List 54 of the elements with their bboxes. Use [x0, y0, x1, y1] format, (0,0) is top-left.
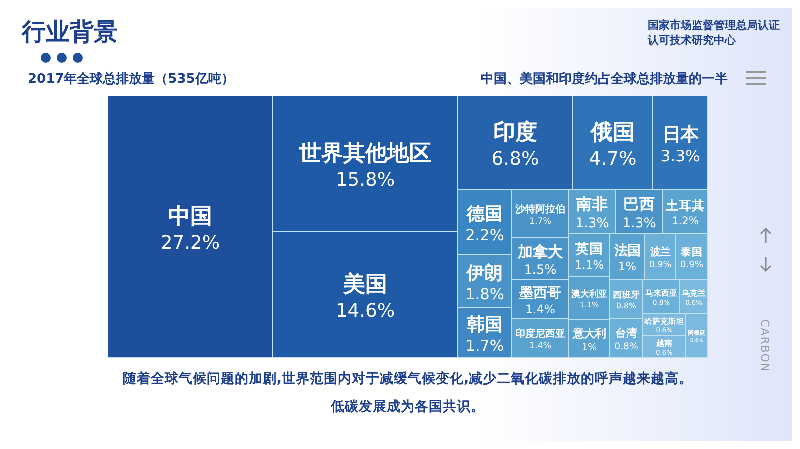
data-label: 1.7%	[466, 336, 504, 355]
text: 行业背景	[22, 17, 118, 48]
data-label: 1%	[582, 342, 598, 354]
category-label: 泰国	[680, 245, 703, 258]
text: 国家市场监督管理总局认证认可技术研究中心	[648, 18, 781, 48]
text: 2017年全球总排放量（535亿吨）	[28, 71, 234, 88]
category-label: 墨西哥	[518, 285, 562, 302]
category-label: 南非	[576, 194, 608, 214]
category-label: 日本	[662, 124, 700, 146]
data-label: 3.3%	[660, 147, 700, 166]
category-label: 台湾	[616, 326, 638, 340]
data-label: 1.4%	[525, 302, 556, 316]
data-label: 0.9%	[649, 260, 672, 270]
category-label: 波兰	[650, 246, 670, 258]
data-label: 1.1%	[574, 258, 604, 272]
category-label: 法国	[614, 244, 640, 259]
data-label: 27.2%	[160, 233, 220, 254]
category-label: 世界其他地区	[298, 142, 432, 167]
category-label: 土耳其	[665, 198, 705, 214]
data-label: 1.7%	[530, 217, 552, 228]
data-label: 14.6%	[336, 301, 396, 322]
text: 中国、美国和印度约占全球总排放量的一半	[480, 70, 728, 88]
data-label: 1%	[618, 259, 637, 274]
data-label: 1.4%	[530, 342, 552, 352]
category-label: 英国	[574, 241, 604, 258]
data-label: 15.8%	[336, 170, 396, 191]
category-label: 伊朗	[466, 262, 503, 284]
category-label: 德国	[466, 204, 503, 225]
data-label: 2.2%	[466, 226, 504, 244]
category-label: 西班牙	[612, 290, 640, 302]
category-label: 韩国	[466, 314, 503, 336]
category-label: 加拿大	[517, 242, 564, 261]
category-label: 美国	[342, 272, 388, 298]
data-label: 1.3%	[622, 216, 656, 232]
text: 随着全球气候问题的加剧,世界范围内对于减缓气候变化,减少二氧化碳排放的呼声越来越高。	[122, 370, 694, 388]
category-label: 中国	[168, 204, 212, 230]
data-label: 6.8%	[492, 149, 540, 170]
data-label: 1.5%	[524, 263, 557, 278]
data-label: 0.9%	[680, 260, 704, 271]
category-label: 印度尼西亚	[516, 328, 566, 340]
category-label: 巴西	[624, 194, 656, 214]
category-label: 澳大利亚	[570, 289, 608, 300]
data-label: 4.7%	[589, 149, 637, 170]
data-label: 1.8%	[466, 286, 504, 304]
text: CARBON	[758, 320, 772, 373]
category-label: 俄国	[590, 120, 635, 146]
text: 低碳发展成为各国共识。	[330, 398, 486, 416]
data-label: 0.8%	[614, 342, 638, 352]
data-label: 1.3%	[576, 216, 610, 232]
category-label: 印度	[494, 120, 538, 146]
category-label: 马来西亚	[646, 288, 678, 298]
category-label: 沙特阿拉伯	[514, 203, 566, 216]
category-label: 意大利	[572, 326, 606, 340]
data-label: 1.2%	[672, 214, 699, 228]
